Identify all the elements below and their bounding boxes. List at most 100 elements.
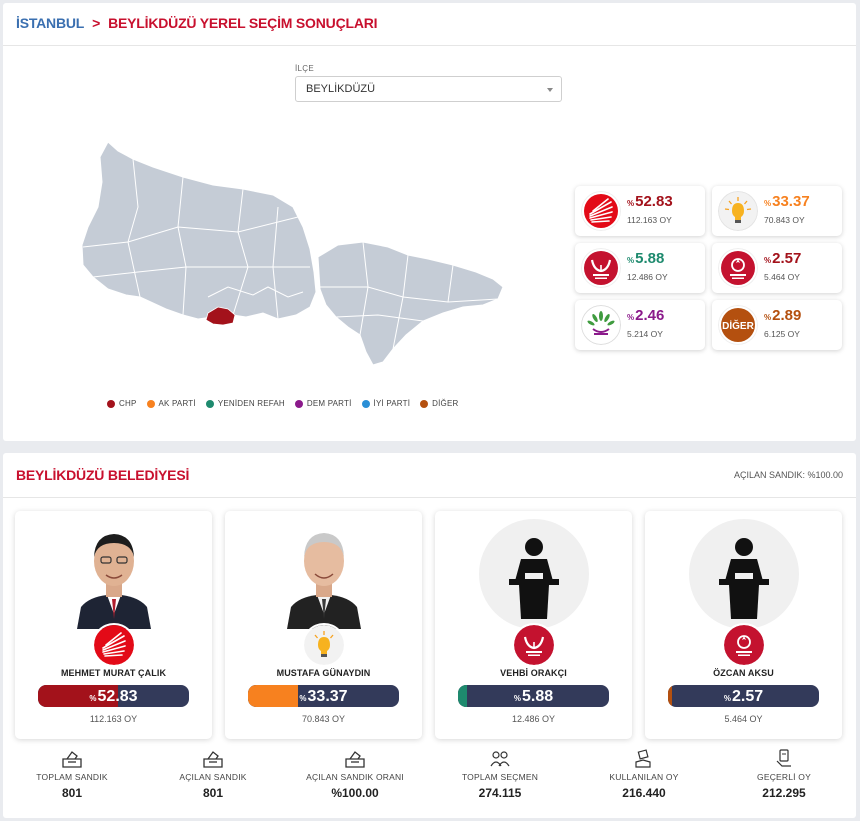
party-votes: 12.486 OY (627, 272, 668, 282)
chp-logo-icon (93, 625, 134, 665)
pct-value: 2.46 (635, 307, 665, 324)
candidate-card[interactable]: ÖZCAN AKSU %2.57 5.464 OY (645, 511, 842, 739)
candidate-votes: 112.163 OY (89, 714, 138, 724)
pct-symbol: % (764, 256, 772, 265)
stat-value: 801 (61, 786, 83, 800)
zafer-logo-icon (718, 248, 758, 288)
candidate-vote-bar-fill (458, 685, 467, 707)
stat-label: AÇILAN SANDIK (179, 772, 247, 782)
party-card-dem[interactable]: %2.46 5.214 OY (575, 300, 705, 350)
breadcrumb-separator: > (92, 15, 101, 31)
stat-total-ballot-boxes: TOPLAM SANDIK 801 (12, 749, 132, 800)
page-title: BEYLİKDÜZÜ YEREL SEÇİM SONUÇLARI (108, 15, 378, 31)
party-pct: %52.83 (627, 193, 673, 210)
candidate-vote-bar: %52.83 (38, 685, 189, 707)
party-card-other[interactable]: DİĞER %2.89 6.125 OY (712, 300, 842, 350)
legend-dot (361, 399, 370, 408)
stat-label: TOPLAM SANDIK (36, 772, 108, 782)
stat-value: 212.295 (762, 786, 806, 800)
stat-label: GEÇERLİ OY (757, 772, 811, 782)
legend-label: İYİ PARTİ (373, 399, 411, 408)
istanbul-district-map[interactable] (78, 137, 508, 372)
legend-label: YENİDEN REFAH (217, 399, 285, 408)
map-european-side[interactable] (81, 141, 317, 322)
dem-logo-icon (581, 305, 621, 345)
other-logo-icon: DİĞER (718, 305, 758, 345)
candidate-votes: 70.843 OY (301, 714, 346, 724)
party-pct: %2.46 (627, 307, 664, 324)
pct-symbol: % (299, 694, 307, 703)
party-card-yrp[interactable]: %5.88 12.486 OY (575, 243, 705, 293)
candidate-vote-bar-fill (248, 685, 299, 707)
legend-item-other: DİĞER (420, 399, 458, 408)
stat-label: AÇILAN SANDIK ORANI (306, 772, 404, 782)
candidate-pct: %2.57 (668, 688, 819, 706)
district-select-label: İLÇE (295, 64, 314, 73)
candidate-votes: 5.464 OY (724, 714, 763, 724)
legend-dot (205, 399, 214, 408)
stat-value: 274.115 (478, 786, 522, 800)
pct-value: 33.37 (772, 193, 810, 210)
party-pct: %5.88 (627, 250, 664, 267)
legend-item-yrp: YENİDEN REFAH (205, 399, 285, 408)
valid-vote-icon (776, 749, 791, 767)
legend-label: AK PARTİ (158, 399, 196, 408)
party-card-chp[interactable]: %52.83 112.163 OY (575, 186, 705, 236)
map-legend: CHP AK PARTİ YENİDEN REFAH DEM PARTİ İYİ… (107, 399, 458, 408)
zafer-logo-icon (723, 625, 764, 665)
placeholder-person-icon (688, 519, 799, 629)
candidate-pct: %52.83 (38, 688, 189, 706)
candidate-name: MEHMET MURAT ÇALIK (60, 668, 167, 678)
district-select[interactable]: BEYLİKDÜZÜ (295, 76, 562, 102)
pct-value: 33.37 (307, 688, 348, 705)
akp-logo-icon (718, 191, 758, 231)
legend-item-akp: AK PARTİ (146, 399, 196, 408)
stat-value: 216.440 (622, 786, 666, 800)
breadcrumb-city-link[interactable]: İSTANBUL (16, 15, 85, 31)
stat-valid-votes: GEÇERLİ OY 212.295 (724, 749, 844, 800)
akp-logo-icon (303, 625, 344, 665)
stat-value: %100.00 (331, 786, 379, 800)
party-pct: %2.89 (764, 307, 801, 324)
municipality-panel: BEYLİKDÜZÜ BELEDİYESİ AÇILAN SANDIK: %10… (3, 453, 856, 818)
ballot-box-icon (62, 751, 82, 768)
pct-symbol: % (513, 694, 521, 703)
section-title: BEYLİKDÜZÜ BELEDİYESİ (16, 467, 190, 483)
chp-logo-icon (581, 191, 621, 231)
pct-value: 2.57 (772, 250, 802, 267)
opened-ballot-label: AÇILAN SANDIK: %100.00 (733, 470, 843, 480)
party-votes: 5.464 OY (764, 272, 800, 282)
map-district-beylikduzu[interactable] (205, 306, 236, 326)
legend-label: DİĞER (432, 399, 459, 408)
party-pct: %33.37 (764, 193, 810, 210)
legend-label: DEM PARTİ (306, 399, 352, 408)
pct-value: 52.83 (97, 688, 138, 705)
placeholder-person-icon (478, 519, 589, 629)
party-votes: 70.843 OY (764, 215, 805, 225)
voters-icon (490, 751, 510, 767)
candidate-name: MUSTAFA GÜNAYDIN (276, 668, 371, 678)
yrp-logo-icon (513, 625, 554, 665)
stat-votes-cast: KULLANILAN OY 216.440 (584, 749, 704, 800)
pct-symbol: % (627, 313, 635, 322)
candidate-card[interactable]: MUSTAFA GÜNAYDIN %33.37 70.843 OY (225, 511, 422, 739)
candidate-vote-bar: %33.37 (248, 685, 399, 707)
party-card-akp[interactable]: %33.37 70.843 OY (712, 186, 842, 236)
candidate-votes: 12.486 OY (511, 714, 556, 724)
map-asian-side[interactable] (317, 241, 504, 366)
candidate-card[interactable]: VEHBİ ORAKÇI %5.88 12.486 OY (435, 511, 632, 739)
divider (3, 45, 856, 46)
stat-total-voters: TOPLAM SEÇMEN 274.115 (440, 749, 560, 800)
candidate-photo-gunaydin (286, 533, 361, 629)
candidate-card[interactable]: MEHMET MURAT ÇALIK %52.83 112.163 OY (15, 511, 212, 739)
legend-item-dem: DEM PARTİ (294, 399, 352, 408)
stat-opened-ballot-boxes: AÇILAN SANDIK 801 (153, 749, 273, 800)
chevron-down-icon (547, 88, 553, 92)
pct-symbol: % (764, 199, 772, 208)
party-card-zafer[interactable]: %2.57 5.464 OY (712, 243, 842, 293)
party-pct: %2.57 (764, 250, 801, 267)
ballot-box-icon (203, 751, 223, 768)
pct-symbol: % (627, 199, 635, 208)
district-results-panel: İSTANBUL > BEYLİKDÜZÜ YEREL SEÇİM SONUÇL… (3, 3, 856, 441)
party-votes: 5.214 OY (627, 329, 663, 339)
